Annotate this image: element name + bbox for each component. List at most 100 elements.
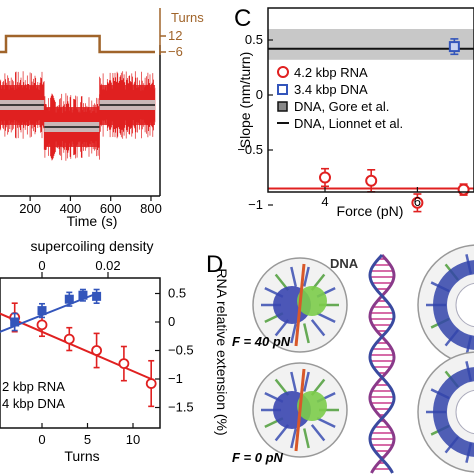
panel-c-slope-vs-force: C 4680.50−0.5−1 4.2 kbp RNA 3.4 kbp DNA … bbox=[234, 5, 474, 219]
c-plot-frame bbox=[267, 7, 474, 193]
a-x-ticks: 200 400 600 800 bbox=[19, 196, 162, 216]
rna-point bbox=[365, 174, 378, 187]
panel-label-c: C bbox=[234, 5, 251, 32]
a-x-label: Time (s) bbox=[67, 213, 118, 229]
protein-spoke bbox=[316, 417, 336, 429]
force-label-bottom: F = 0 pN bbox=[232, 450, 284, 465]
reference-band bbox=[268, 29, 474, 60]
panel-label-d: D bbox=[206, 251, 223, 278]
b-y-label: RNA relative extension (%) bbox=[214, 268, 230, 435]
fit-line bbox=[0, 312, 152, 380]
force-label-top: F = 40 pN bbox=[232, 334, 291, 349]
turns-protocol bbox=[0, 34, 155, 54]
protein-ring bbox=[433, 260, 474, 350]
legend-dna-marker bbox=[277, 84, 288, 95]
turns-axis-label: Turns bbox=[171, 10, 204, 25]
b-plot-frame bbox=[0, 277, 161, 429]
c-y-tick-label: 0 bbox=[256, 87, 263, 102]
c-y-tick-label: −0.5 bbox=[237, 142, 263, 157]
b-x-label: Turns bbox=[64, 448, 99, 464]
c-y-tick-label: −1 bbox=[248, 197, 263, 212]
a-x-tick-label: 400 bbox=[60, 201, 82, 216]
protein-spoke bbox=[290, 371, 297, 392]
b-x-tick-label: 5 bbox=[84, 432, 91, 447]
backbone-strand bbox=[368, 253, 396, 474]
dna-point bbox=[92, 291, 102, 301]
c-axis-ticks: 4680.50−0.5−1 bbox=[237, 32, 421, 212]
helix-label: DNA bbox=[330, 256, 359, 271]
c-data-marks bbox=[268, 29, 474, 213]
rna-rod bbox=[294, 368, 306, 452]
protein-spoke bbox=[303, 371, 310, 392]
b-legend-rna: 2 kbp RNA bbox=[2, 379, 65, 394]
c-legend-lionnet: DNA, Lionnet et al. bbox=[294, 116, 403, 131]
c-legend-rna: 4.2 kbp RNA bbox=[294, 65, 368, 80]
b-x-tick-label: 0 bbox=[38, 432, 45, 447]
legend-gore-marker bbox=[277, 101, 288, 112]
protein-spoke bbox=[290, 428, 297, 449]
protein-spoke bbox=[303, 428, 310, 449]
protein-spoke bbox=[310, 424, 326, 442]
b-y-tick-label: 0.5 bbox=[168, 286, 186, 301]
protein-ring bbox=[433, 367, 474, 457]
turns-tick-label: 12 bbox=[168, 28, 182, 43]
rna-point bbox=[319, 171, 331, 184]
rna-point bbox=[91, 345, 102, 356]
dna-point bbox=[448, 41, 460, 53]
protein-lobe bbox=[297, 286, 327, 316]
c-y-label: Slope (nm/turn) bbox=[237, 52, 253, 148]
panel-b-extension-vs-turns: supercoiling density 0 0.02 505100.50−0.… bbox=[0, 238, 230, 464]
c-x-tick-label: 4 bbox=[321, 194, 328, 209]
legend-rna-marker bbox=[277, 66, 289, 78]
b-data-marks bbox=[0, 288, 157, 408]
fit-line bbox=[0, 292, 97, 333]
rna-point bbox=[36, 319, 48, 331]
panel-d-diagram: D DNA F = 40 pN F = 0 pN bbox=[206, 244, 474, 474]
protein-spoke bbox=[303, 266, 310, 287]
b-legend-dna: 4 kbp DNA bbox=[2, 396, 65, 411]
ring-core bbox=[455, 282, 474, 328]
b-top-tick-label: 0 bbox=[38, 258, 45, 273]
b-axis-ticks: 505100.50−0.5−1−1.5 bbox=[0, 286, 194, 448]
rna-point bbox=[457, 183, 470, 196]
dna-point bbox=[10, 317, 20, 327]
panel-a-time-trace: 200 400 600 800 Time (s) Turns 12 −6 bbox=[0, 8, 204, 229]
nucleosome-sphere-icon bbox=[252, 244, 474, 473]
c-x-tick-label: 6 bbox=[414, 194, 421, 209]
a-x-tick-label: 600 bbox=[100, 201, 122, 216]
a-x-tick-label: 200 bbox=[19, 201, 41, 216]
backbone-strand bbox=[368, 253, 396, 474]
protein-spoke bbox=[290, 323, 297, 344]
rna-point bbox=[411, 196, 424, 209]
protein-spoke bbox=[290, 266, 297, 287]
c-legend-dna: 3.4 kbp DNA bbox=[294, 82, 368, 97]
dna-point bbox=[64, 294, 74, 304]
c-y-tick-label: 0.5 bbox=[245, 32, 263, 47]
b-x-tick-label: 10 bbox=[126, 432, 140, 447]
extension-trace bbox=[0, 71, 156, 161]
ring-core bbox=[455, 389, 474, 435]
protein-spoke bbox=[303, 323, 310, 344]
rna-rod bbox=[294, 263, 306, 347]
protein-lobe bbox=[297, 391, 327, 421]
b-top-tick-label: 0.02 bbox=[95, 258, 120, 273]
rna-point bbox=[145, 378, 157, 389]
dna-point bbox=[37, 306, 47, 316]
protein-spoke bbox=[310, 319, 326, 337]
rna-point bbox=[118, 358, 130, 370]
protein-spoke bbox=[316, 312, 336, 324]
c-x-label: Force (pN) bbox=[337, 203, 404, 219]
turns-tick-label: −6 bbox=[168, 44, 183, 59]
dna-point bbox=[78, 290, 88, 300]
b-y-tick-label: −1.5 bbox=[168, 400, 194, 415]
dna-helix-icon bbox=[368, 253, 396, 474]
a-x-tick-label: 800 bbox=[140, 201, 162, 216]
rna-point bbox=[63, 333, 75, 345]
b-y-tick-label: −0.5 bbox=[168, 343, 194, 358]
c-legend: 4.2 kbp RNA 3.4 kbp DNA DNA, Gore et al.… bbox=[277, 65, 403, 131]
turns-protocol-line bbox=[0, 34, 155, 54]
c-legend-gore: DNA, Gore et al. bbox=[294, 99, 389, 114]
b-y-tick-label: −1 bbox=[168, 371, 183, 386]
b-top-x-label: supercoiling density bbox=[31, 238, 154, 254]
